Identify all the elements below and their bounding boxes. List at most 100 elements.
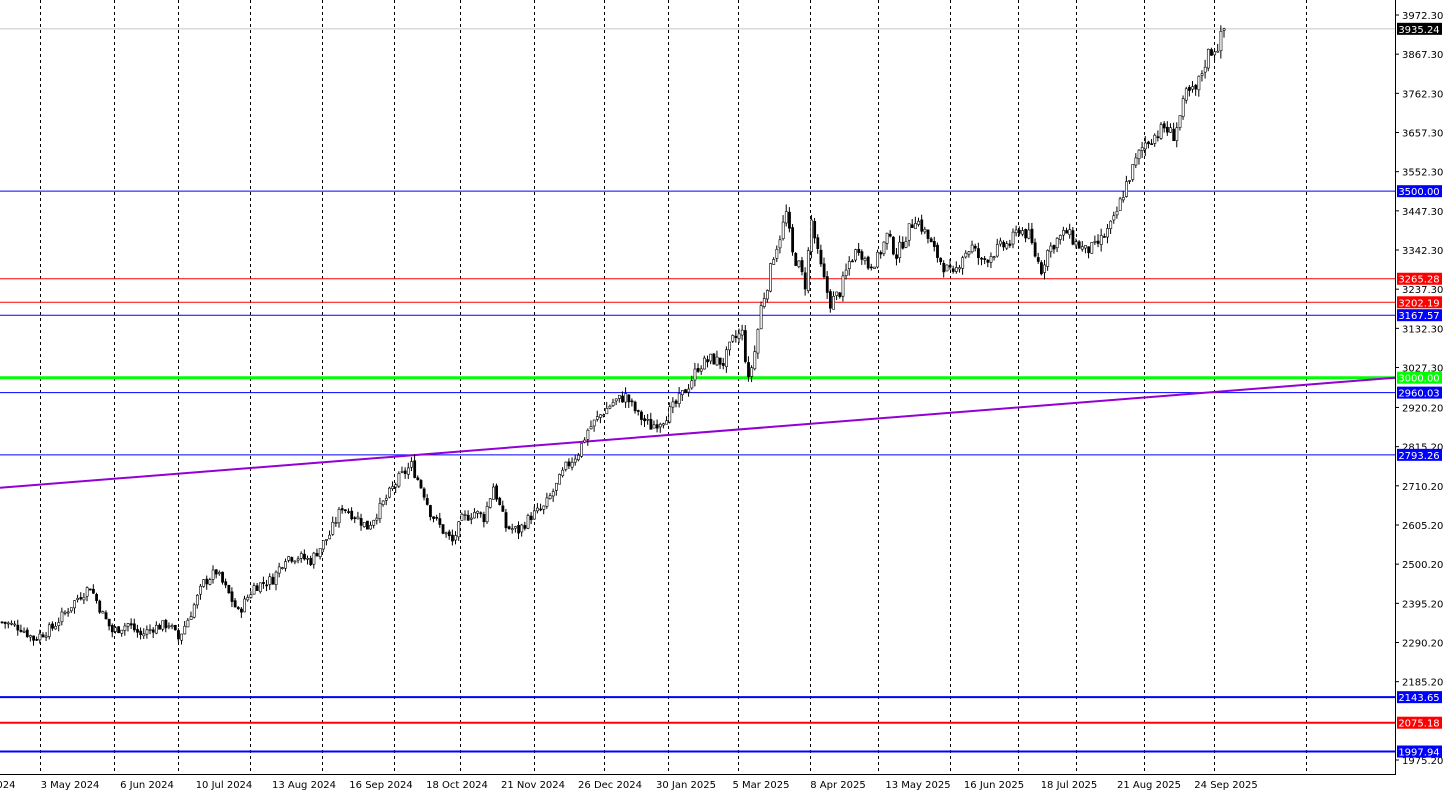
- candle-body: [1052, 245, 1056, 250]
- candle-body: [104, 612, 108, 620]
- candle-body: [129, 623, 133, 626]
- candle-body: [495, 485, 498, 500]
- candle-body: [1216, 50, 1220, 53]
- candles: [0, 25, 1226, 646]
- candle-body: [923, 228, 927, 233]
- level-3202-tag: [1397, 296, 1442, 309]
- candle-body: [759, 305, 763, 330]
- candle-body: [860, 251, 864, 260]
- candle-body: [1184, 88, 1188, 101]
- candle-body: [485, 506, 489, 523]
- candle-body: [847, 261, 851, 269]
- candle-body: [1172, 128, 1176, 142]
- candle-body: [551, 491, 555, 497]
- candle-body: [148, 629, 152, 631]
- candle-body: [1109, 220, 1113, 230]
- level-3265-label: 3265.28: [1398, 275, 1439, 286]
- candle-body: [630, 400, 634, 403]
- candle-body: [595, 416, 599, 420]
- candle-body: [851, 260, 854, 263]
- candle-body: [1033, 242, 1037, 257]
- candle-body: [687, 388, 691, 393]
- candle-body: [1166, 126, 1169, 133]
- candle-body: [1159, 124, 1163, 139]
- candle-body: [1203, 66, 1207, 73]
- candle-body: [158, 624, 161, 630]
- candle-body: [794, 253, 798, 266]
- candle-body: [321, 540, 325, 550]
- candle-body: [410, 461, 413, 468]
- candle-body: [507, 526, 511, 529]
- candle-body: [211, 569, 215, 580]
- candle-body: [1131, 164, 1135, 180]
- x-tick-label: 16 Sep 2024: [349, 780, 412, 790]
- candle-body: [98, 600, 102, 613]
- x-tick-label: 3 May 2024: [41, 780, 100, 790]
- candle-body: [271, 576, 275, 585]
- y-tick-label: 2605.20: [1402, 521, 1443, 532]
- candle-body: [79, 597, 83, 600]
- candle-body: [132, 623, 136, 631]
- candle-body: [1080, 246, 1084, 250]
- candle-body: [810, 219, 813, 252]
- candle-body: [463, 514, 467, 516]
- candle-body: [3, 621, 7, 624]
- candle-body: [743, 330, 747, 362]
- candle-body: [378, 502, 382, 519]
- candle-body: [476, 510, 480, 514]
- candle-body: [684, 389, 687, 394]
- candle-body: [208, 579, 212, 585]
- candle-body: [662, 423, 665, 426]
- candle-body: [1002, 241, 1006, 248]
- candle-body: [973, 245, 977, 249]
- candle-body: [869, 266, 873, 269]
- candle-body: [1065, 230, 1069, 234]
- candle-body: [800, 260, 804, 273]
- candle-body: [1219, 30, 1223, 52]
- y-tick-label: 2815.20: [1402, 443, 1443, 454]
- candle-body: [1084, 245, 1087, 249]
- candle-body: [88, 588, 92, 591]
- candle-body: [397, 473, 401, 487]
- candle-body: [359, 518, 363, 526]
- candle-body: [350, 510, 354, 520]
- candle-body: [932, 241, 936, 247]
- candle-body: [655, 424, 659, 429]
- candle-body: [19, 629, 23, 632]
- time-axis: 2024 3 May 2024 6 Jun 2024 10 Jul 2024 13 Au…: [0, 780, 1258, 791]
- candle-body: [167, 625, 171, 628]
- candle-body: [136, 629, 139, 633]
- candle-body: [939, 257, 943, 263]
- candle-body: [829, 291, 832, 309]
- candle-body: [555, 482, 558, 491]
- candle-body: [281, 567, 284, 569]
- candle-body: [441, 524, 445, 534]
- candle-body: [388, 487, 391, 498]
- candle-body: [1090, 242, 1094, 254]
- candle-body: [372, 520, 376, 526]
- candle-body: [668, 406, 672, 423]
- level-2143-tag: [1397, 691, 1442, 704]
- candle-body: [1017, 229, 1021, 234]
- candle-body: [501, 505, 505, 512]
- candle-body: [624, 393, 628, 403]
- candle-body: [1200, 73, 1204, 76]
- candle-body: [844, 269, 848, 276]
- candle-body: [964, 252, 968, 258]
- candle-body: [328, 534, 332, 540]
- candle-body: [564, 461, 568, 470]
- candle-body: [296, 558, 300, 561]
- candle-body: [164, 619, 168, 629]
- x-tick-label: 13 May 2025: [885, 780, 950, 790]
- candle-body: [205, 578, 209, 585]
- candle-body: [775, 248, 779, 259]
- candle-body: [347, 511, 350, 513]
- candle-body: [573, 458, 577, 463]
- y-tick-label: 3132.30: [1402, 324, 1443, 335]
- candle-body: [460, 513, 464, 521]
- y-tick-label: 3342.30: [1402, 246, 1443, 257]
- candle-body: [614, 398, 618, 402]
- candle-body: [617, 394, 621, 399]
- candle-body: [536, 507, 539, 512]
